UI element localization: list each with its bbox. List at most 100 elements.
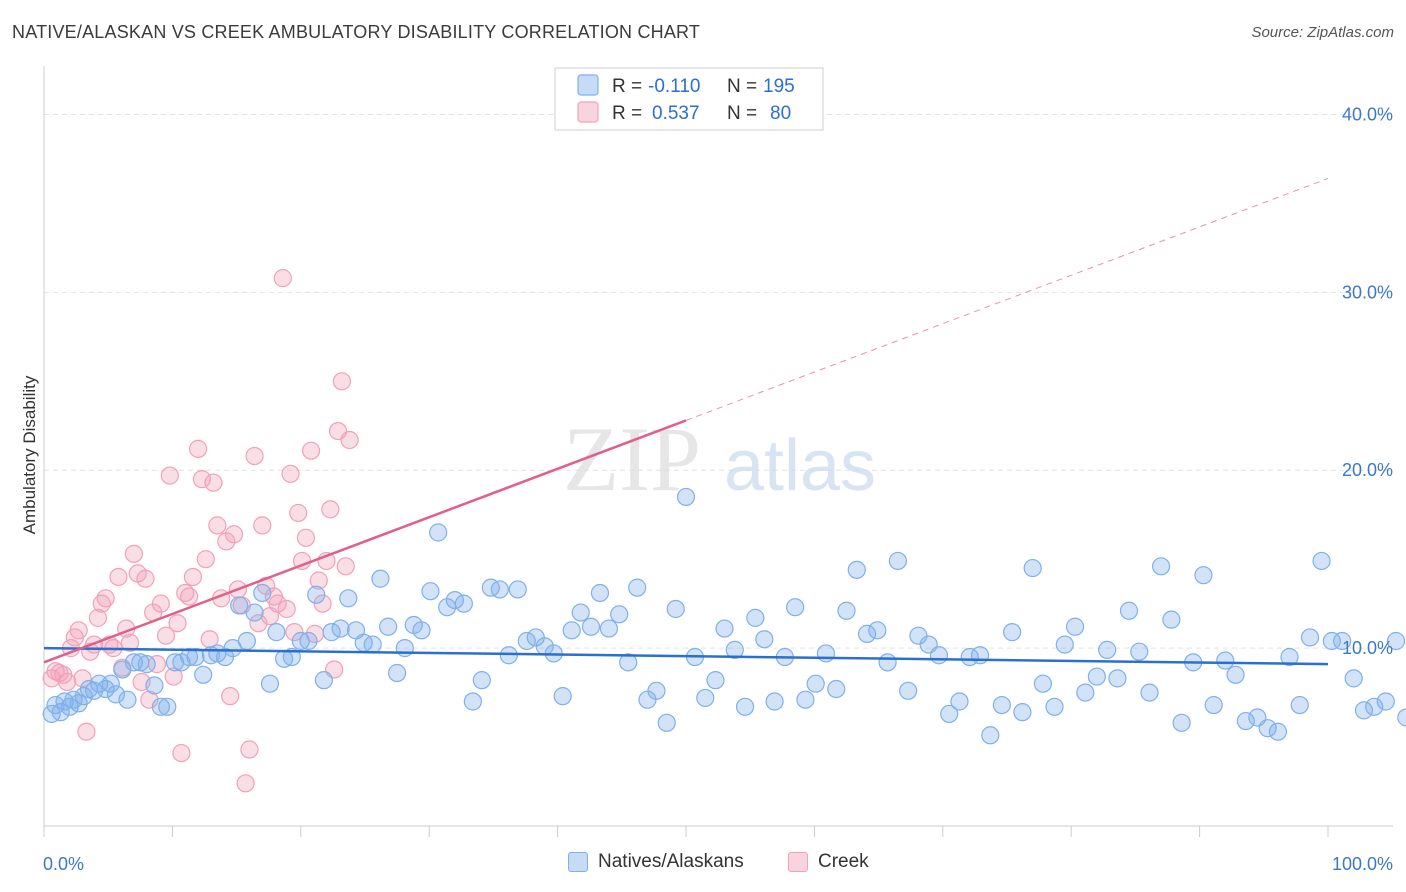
stats-n-value-natives: 195 — [763, 76, 795, 97]
creek-point — [151, 594, 170, 613]
natives-point — [96, 679, 115, 699]
natives-point — [581, 617, 601, 636]
natives-point — [1226, 665, 1245, 684]
natives-point — [253, 583, 272, 603]
stats-n-label-natives: N = — [727, 76, 762, 97]
creek-point — [192, 470, 212, 489]
natives-point — [950, 692, 969, 711]
creek-point — [109, 567, 128, 587]
natives-point — [628, 578, 647, 597]
natives-point — [412, 621, 431, 640]
natives-point — [1087, 667, 1106, 686]
creek-point — [268, 594, 287, 613]
natives-point — [981, 726, 1000, 745]
natives-point — [1194, 566, 1213, 585]
natives-point — [472, 671, 491, 690]
natives-point — [590, 583, 610, 603]
natives-point — [490, 580, 509, 599]
natives-point — [113, 660, 132, 679]
natives-point — [706, 671, 725, 690]
natives-point — [725, 640, 744, 659]
natives-point — [647, 681, 666, 700]
natives-point — [230, 596, 249, 615]
natives-point — [1300, 628, 1320, 647]
natives-point — [1322, 631, 1341, 651]
creek-point — [332, 372, 351, 391]
natives-point — [806, 674, 825, 693]
natives-point — [610, 605, 629, 624]
natives-point — [445, 590, 464, 610]
legend-item-creek[interactable]: Creek — [788, 851, 869, 873]
natives-point — [940, 704, 959, 724]
natives-point — [1344, 669, 1363, 688]
natives-point — [899, 681, 918, 700]
y-tick-labels: 10.0% 20.0% 30.0% 40.0% — [1342, 104, 1393, 658]
natives-point — [1108, 669, 1127, 688]
natives-point — [1098, 640, 1117, 659]
natives-point — [1290, 695, 1309, 715]
natives-point — [619, 653, 638, 672]
natives-point — [878, 653, 897, 672]
natives-point — [816, 644, 836, 663]
natives-point — [55, 692, 74, 711]
creek-point — [240, 740, 259, 759]
creek-point — [340, 430, 359, 450]
legend-item-natives[interactable]: Natives/Alaskans — [568, 851, 744, 873]
natives-point — [571, 603, 590, 622]
natives-point — [1162, 610, 1181, 629]
natives-point — [1033, 674, 1053, 693]
natives-point — [562, 621, 581, 640]
creek-point — [200, 630, 219, 649]
natives-point — [237, 631, 256, 651]
natives-point — [1065, 617, 1085, 636]
natives-point — [1258, 719, 1277, 738]
natives-point — [786, 598, 805, 617]
natives-point — [106, 685, 126, 704]
natives-point — [746, 608, 765, 627]
creek-point — [277, 599, 296, 619]
natives-point — [158, 697, 177, 716]
natives-point — [1365, 697, 1384, 716]
creek-trend-extension — [685, 178, 1329, 421]
natives-point — [267, 623, 286, 642]
natives-point — [371, 569, 390, 588]
x-tick-label-max: 100.0% — [1332, 854, 1393, 874]
natives-trend-line — [43, 646, 1329, 666]
creek-point — [73, 669, 92, 688]
creek-point — [204, 473, 223, 492]
creek-point — [273, 269, 292, 288]
creek-point — [236, 774, 255, 793]
natives-point — [395, 639, 414, 658]
natives-point — [1312, 551, 1331, 571]
creek-point — [88, 608, 108, 627]
natives-point — [42, 704, 61, 724]
natives-point — [676, 487, 696, 507]
chart-title: NATIVE/ALASKAN VS CREEK AMBULATORY DISAB… — [12, 22, 701, 42]
natives-point — [1140, 683, 1159, 702]
creek-point — [140, 690, 159, 709]
natives-point — [657, 713, 676, 732]
natives-point — [307, 585, 326, 604]
creek-point — [336, 557, 355, 576]
natives-point — [339, 589, 358, 608]
natives-point — [194, 665, 213, 684]
natives-point — [827, 679, 846, 699]
natives-point — [553, 687, 572, 706]
natives-point — [735, 697, 755, 716]
natives-point — [696, 688, 715, 708]
natives-point — [51, 703, 70, 722]
natives-point — [64, 690, 83, 709]
natives-point — [715, 619, 734, 638]
trend-lines — [43, 178, 1329, 666]
natives-point — [517, 631, 536, 651]
series-legend: Natives/Alaskans Creek — [0, 851, 1406, 877]
natives-point — [1003, 623, 1022, 642]
natives-point — [1397, 708, 1406, 727]
natives-point — [151, 697, 170, 716]
creek-point — [124, 544, 143, 563]
creek-point — [179, 587, 199, 606]
stats-n-label-creek: N = — [727, 103, 762, 124]
y-tick-label: 30.0% — [1342, 282, 1393, 302]
natives-point — [260, 674, 280, 693]
